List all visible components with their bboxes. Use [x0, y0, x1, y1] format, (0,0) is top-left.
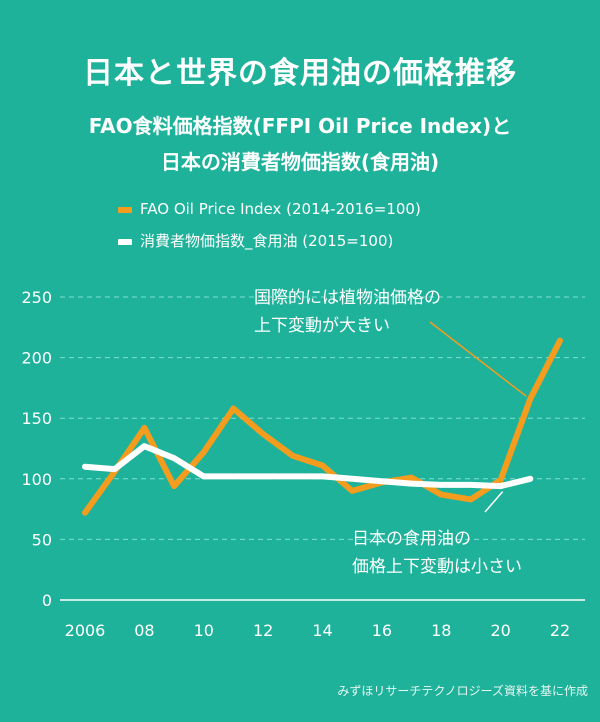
y-tick-label-150: 150: [21, 409, 52, 428]
legend-label-fao: FAO Oil Price Index (2014-2016=100): [140, 200, 421, 218]
x-tick-label-10: 10: [194, 621, 214, 640]
x-tick-labels: 2006 08 10 12 14 16 18 20 22: [65, 621, 571, 640]
fao-oil-price-line: [82, 337, 563, 516]
y-tick-label-200: 200: [21, 349, 52, 368]
chart-subtitle-line1: FAO食料価格指数(FFPI Oil Price Index)と: [88, 114, 512, 138]
y-tick-label-250: 250: [21, 288, 52, 307]
y-tick-label-0: 0: [42, 591, 52, 610]
annotation-jp-line1: 日本の食用油の: [352, 529, 471, 549]
x-tick-label-18: 18: [431, 621, 451, 640]
x-tick-label-22: 22: [550, 621, 570, 640]
legend-item-fao: FAO Oil Price Index (2014-2016=100): [118, 200, 421, 218]
chart-subtitle-line2: 日本の消費者物価指数(食用油): [160, 150, 440, 174]
x-tick-label-12: 12: [253, 621, 273, 640]
annotation-jp-line2: 価格上下変動は小さい: [352, 557, 522, 577]
legend-item-cpi: 消費者物価指数_食用油 (2015=100): [118, 230, 393, 251]
y-tick-labels: 0 50 100 150 200 250: [21, 288, 52, 610]
series-lines: [82, 337, 563, 516]
x-tick-label-2006: 2006: [65, 621, 106, 640]
x-tick-label-14: 14: [312, 621, 332, 640]
annotation-leader-fao: [429, 321, 527, 397]
y-tick-label-100: 100: [21, 470, 52, 489]
legend-label-cpi: 消費者物価指数_食用油 (2015=100): [140, 232, 394, 250]
legend-swatch-fao: [118, 206, 132, 213]
annotation-fao-line1: 国際的には植物油価格の: [254, 288, 441, 308]
x-tick-label-20: 20: [490, 621, 510, 640]
x-tick-label-08: 08: [134, 621, 154, 640]
chart-title: 日本と世界の食用油の価格推移: [83, 56, 517, 91]
annotation-fao-line2: 上下変動が大きい: [254, 316, 390, 336]
x-tick-label-16: 16: [372, 621, 392, 640]
cpi-cooking-oil-line: [82, 443, 534, 490]
annotation-leader-jp: [484, 491, 504, 513]
y-tick-label-50: 50: [32, 530, 52, 549]
legend-swatch-cpi: [118, 238, 132, 245]
source-note: みずほリサーチテクノロジーズ資料を基に作成: [337, 684, 588, 698]
